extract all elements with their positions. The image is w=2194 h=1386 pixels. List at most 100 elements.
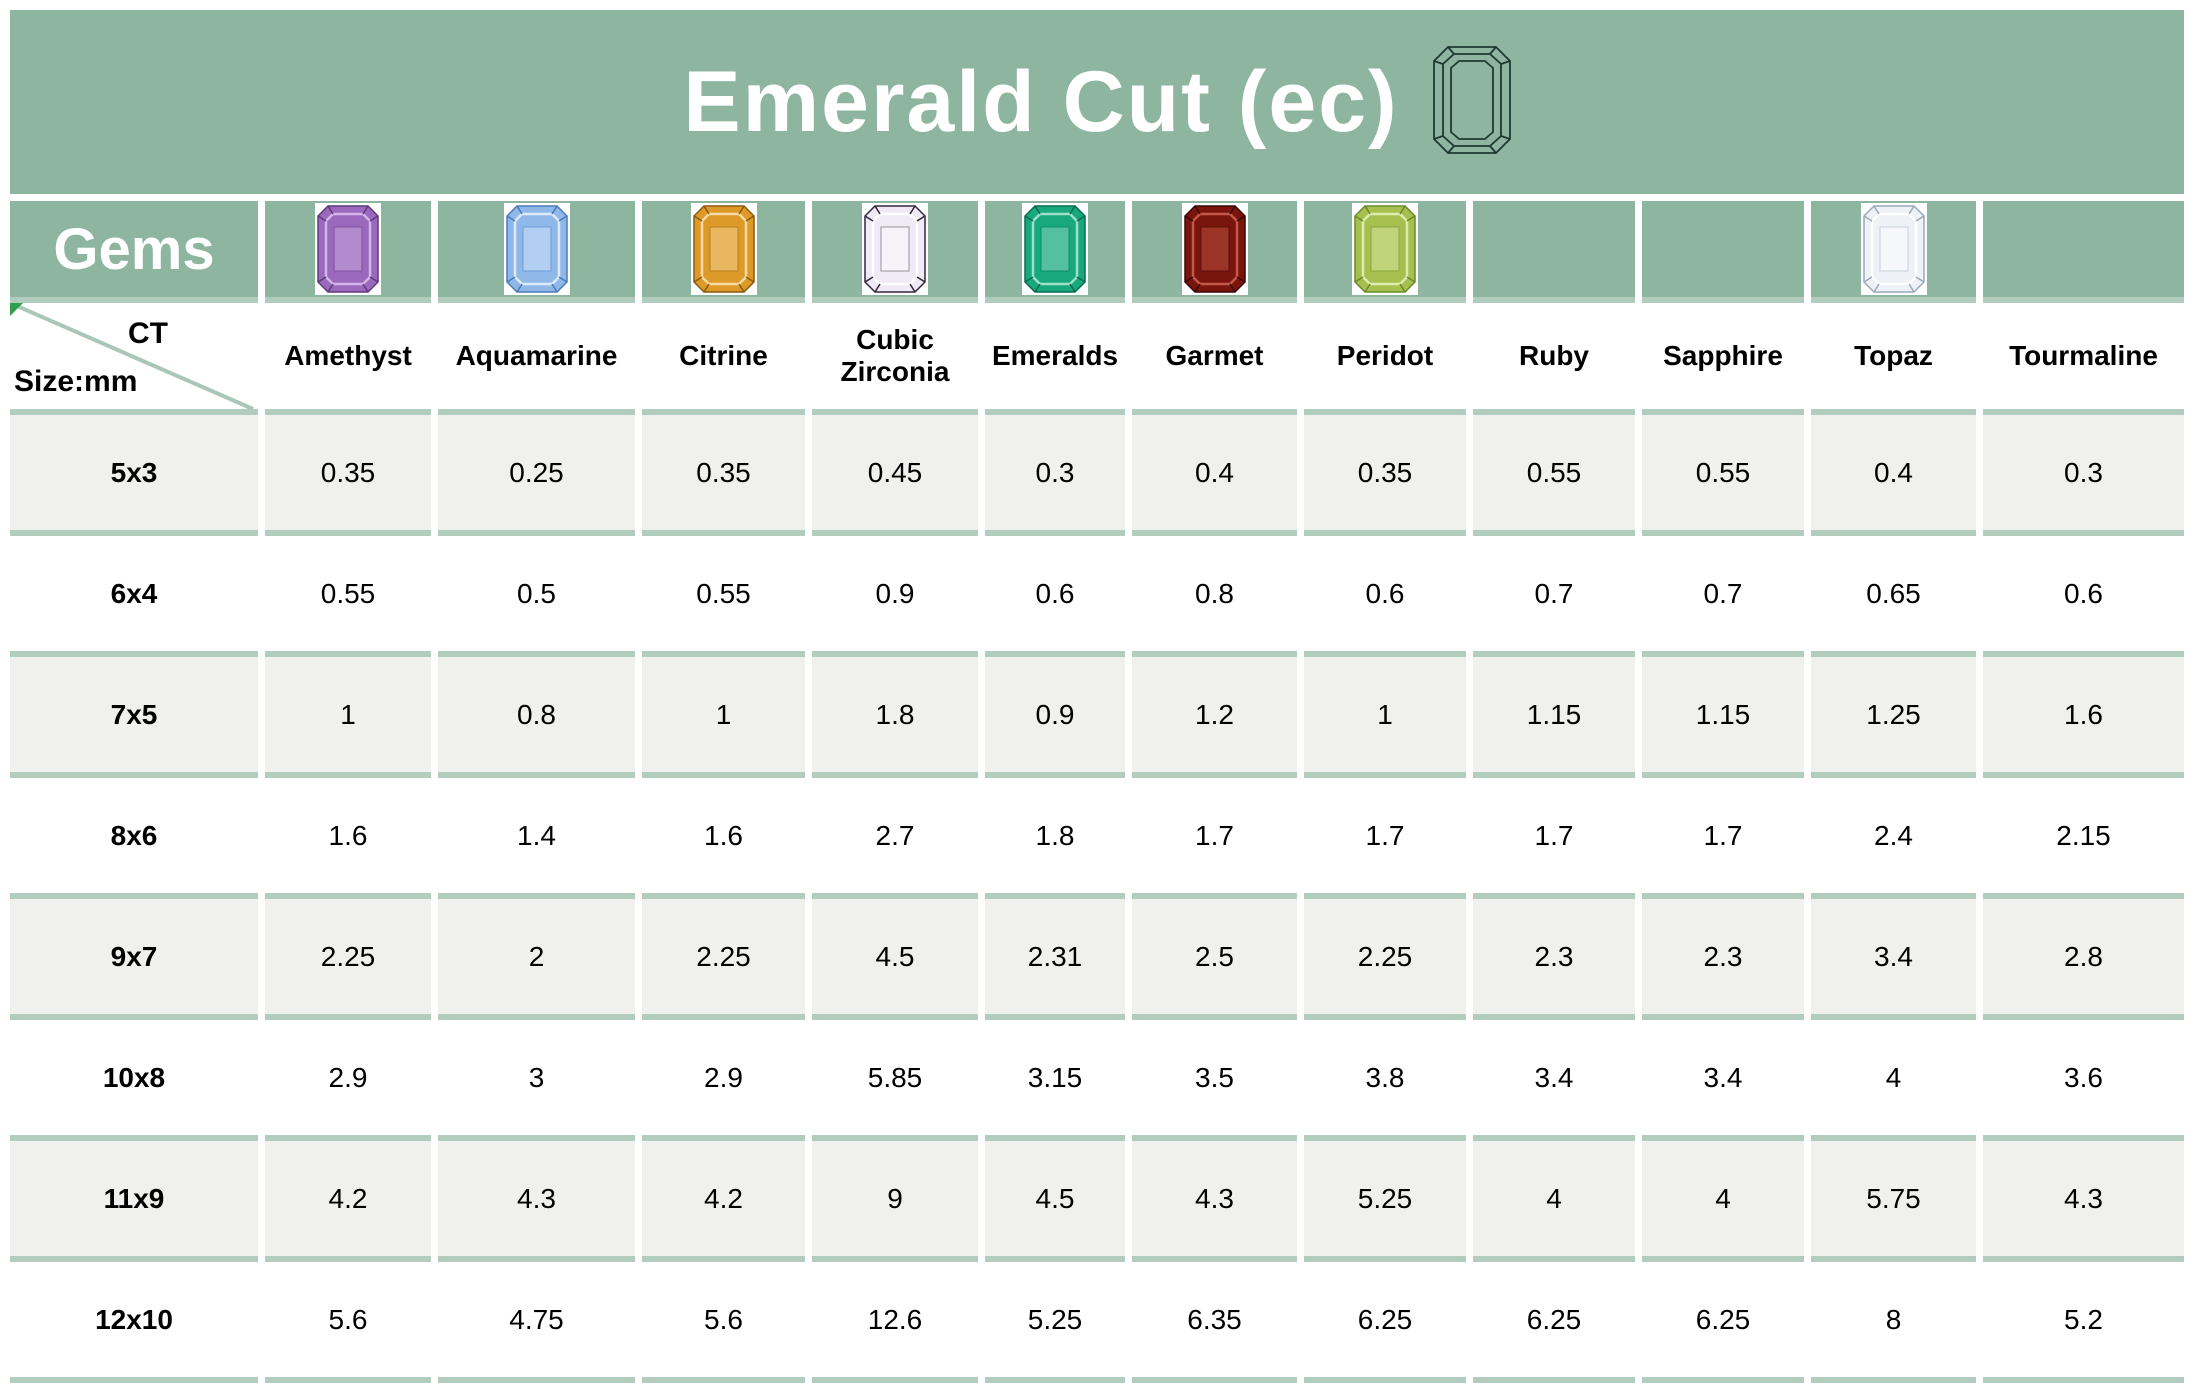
- gem-image-peridot: [1352, 203, 1418, 295]
- value-cell-8x6-amethyst: 1.6: [265, 778, 431, 899]
- value-cell-6x4-citrine: 0.55: [642, 536, 805, 657]
- table-body: 5x3 0.35 0.25 0.35 0.45 0.3 0.4 0.35 0.55 0.55 0.4…: [10, 415, 2184, 1383]
- column-header-sapphire: Sapphire: [1642, 303, 1804, 415]
- size-label-12x10: 12x10: [10, 1262, 258, 1383]
- value-cell-12x10-citrine: 5.6: [642, 1262, 805, 1383]
- gem-image-cell-ruby: [1473, 201, 1635, 303]
- gem-image-cell-sapphire: [1642, 201, 1804, 303]
- value-cell-12x10-garmet: 6.35: [1132, 1262, 1297, 1383]
- corner-label-ct: CT: [128, 317, 168, 350]
- value-cell-12x10-amethyst: 5.6: [265, 1262, 431, 1383]
- value-cell-5x3-citrine: 0.35: [642, 415, 805, 536]
- value-cell-9x7-sapphire: 2.3: [1642, 899, 1804, 1020]
- value-cell-10x8-citrine: 2.9: [642, 1020, 805, 1141]
- gem-image-cell-citrine: [642, 201, 805, 303]
- value-cell-8x6-aquamarine: 1.4: [438, 778, 635, 899]
- value-cell-9x7-garmet: 2.5: [1132, 899, 1297, 1020]
- value-cell-9x7-topaz: 3.4: [1811, 899, 1976, 1020]
- value-cell-12x10-aquamarine: 4.75: [438, 1262, 635, 1383]
- value-cell-7x5-tourmaline: 1.6: [1983, 657, 2184, 778]
- value-cell-5x3-tourmaline: 0.3: [1983, 415, 2184, 536]
- value-cell-6x4-cubic-zirconia: 0.9: [812, 536, 978, 657]
- value-cell-9x7-aquamarine: 2: [438, 899, 635, 1020]
- value-cell-7x5-aquamarine: 0.8: [438, 657, 635, 778]
- value-cell-12x10-cubic-zirconia: 12.6: [812, 1262, 978, 1383]
- value-cell-5x3-aquamarine: 0.25: [438, 415, 635, 536]
- value-cell-6x4-ruby: 0.7: [1473, 536, 1635, 657]
- value-cell-10x8-garmet: 3.5: [1132, 1020, 1297, 1141]
- value-cell-11x9-cubic-zirconia: 9: [812, 1141, 978, 1262]
- emerald-cut-outline-icon: [1432, 45, 1511, 159]
- gem-image-cell-cubic-zirconia: [812, 201, 978, 303]
- page-title: Emerald Cut (ec): [683, 53, 1399, 150]
- value-cell-10x8-topaz: 4: [1811, 1020, 1976, 1141]
- value-cell-11x9-peridot: 5.25: [1304, 1141, 1466, 1262]
- gem-image-cubic-zirconia: [862, 203, 928, 295]
- value-cell-5x3-emeralds: 0.3: [985, 415, 1125, 536]
- table-row-6x4: 6x4 0.55 0.5 0.55 0.9 0.6 0.8 0.6 0.7 0.7 0.65 0.6: [10, 536, 2184, 657]
- value-cell-8x6-peridot: 1.7: [1304, 778, 1466, 899]
- value-cell-6x4-garmet: 0.8: [1132, 536, 1297, 657]
- value-cell-8x6-cubic-zirconia: 2.7: [812, 778, 978, 899]
- column-header-peridot: Peridot: [1304, 303, 1466, 415]
- gems-row-header-cell: Gems: [10, 201, 258, 303]
- gem-image-cell-garmet: [1132, 201, 1297, 303]
- value-cell-6x4-amethyst: 0.55: [265, 536, 431, 657]
- column-header-citrine: Citrine: [642, 303, 805, 415]
- aquamarine-gem-icon: [505, 205, 568, 293]
- garmet-gem-icon: [1183, 205, 1246, 293]
- gem-image-cell-emeralds: [985, 201, 1125, 303]
- value-cell-12x10-tourmaline: 5.2: [1983, 1262, 2184, 1383]
- gem-image-cell-tourmaline: [1983, 201, 2184, 303]
- value-cell-7x5-topaz: 1.25: [1811, 657, 1976, 778]
- value-cell-6x4-tourmaline: 0.6: [1983, 536, 2184, 657]
- size-label-10x8: 10x8: [10, 1020, 258, 1141]
- gem-image-cell-aquamarine: [438, 201, 635, 303]
- table-row-9x7: 9x7 2.25 2 2.25 4.5 2.31 2.5 2.25 2.3 2.3 3.4 2.8: [10, 899, 2184, 1020]
- column-header-row: CT Size:mm Amethyst Aquamarine Citrine Cubi…: [10, 303, 2184, 415]
- value-cell-9x7-amethyst: 2.25: [265, 899, 431, 1020]
- title-bar: Emerald Cut (ec): [10, 10, 2184, 194]
- corner-header-cell: CT Size:mm: [10, 303, 258, 415]
- size-label-6x4: 6x4: [10, 536, 258, 657]
- value-cell-11x9-amethyst: 4.2: [265, 1141, 431, 1262]
- gem-image-aquamarine: [503, 203, 570, 295]
- value-cell-8x6-ruby: 1.7: [1473, 778, 1635, 899]
- column-header-tourmaline: Tourmaline: [1983, 303, 2184, 415]
- value-cell-11x9-tourmaline: 4.3: [1983, 1141, 2184, 1262]
- topaz-gem-icon: [1862, 205, 1925, 293]
- value-cell-7x5-emeralds: 0.9: [985, 657, 1125, 778]
- size-label-9x7: 9x7: [10, 899, 258, 1020]
- size-label-7x5: 7x5: [10, 657, 258, 778]
- value-cell-11x9-emeralds: 4.5: [985, 1141, 1125, 1262]
- peridot-gem-icon: [1354, 205, 1416, 293]
- value-cell-7x5-cubic-zirconia: 1.8: [812, 657, 978, 778]
- value-cell-6x4-peridot: 0.6: [1304, 536, 1466, 657]
- value-cell-10x8-ruby: 3.4: [1473, 1020, 1635, 1141]
- value-cell-7x5-ruby: 1.15: [1473, 657, 1635, 778]
- value-cell-10x8-aquamarine: 3: [438, 1020, 635, 1141]
- citrine-gem-icon: [692, 205, 755, 293]
- value-cell-8x6-emeralds: 1.8: [985, 778, 1125, 899]
- column-header-emeralds: Emeralds: [985, 303, 1125, 415]
- value-cell-12x10-ruby: 6.25: [1473, 1262, 1635, 1383]
- value-cell-5x3-sapphire: 0.55: [1642, 415, 1804, 536]
- size-label-8x6: 8x6: [10, 778, 258, 899]
- value-cell-7x5-sapphire: 1.15: [1642, 657, 1804, 778]
- value-cell-6x4-topaz: 0.65: [1811, 536, 1976, 657]
- value-cell-9x7-peridot: 2.25: [1304, 899, 1466, 1020]
- corner-label-size-mm: Size:mm: [14, 365, 138, 398]
- value-cell-5x3-cubic-zirconia: 0.45: [812, 415, 978, 536]
- column-header-garmet: Garmet: [1132, 303, 1297, 415]
- table-row-8x6: 8x6 1.6 1.4 1.6 2.7 1.8 1.7 1.7 1.7 1.7 2.4 2.15: [10, 778, 2184, 899]
- gem-image-amethyst: [315, 203, 381, 295]
- table-row-11x9: 11x9 4.2 4.3 4.2 9 4.5 4.3 5.25 4 4 5.75 4.3: [10, 1141, 2184, 1262]
- table-row-5x3: 5x3 0.35 0.25 0.35 0.45 0.3 0.4 0.35 0.55 0.55 0.4…: [10, 415, 2184, 536]
- table-row-10x8: 10x8 2.9 3 2.9 5.85 3.15 3.5 3.8 3.4 3.4 4 3.6: [10, 1020, 2184, 1141]
- gem-image-citrine: [690, 203, 757, 295]
- value-cell-5x3-garmet: 0.4: [1132, 415, 1297, 536]
- value-cell-6x4-emeralds: 0.6: [985, 536, 1125, 657]
- column-header-amethyst: Amethyst: [265, 303, 431, 415]
- value-cell-5x3-amethyst: 0.35: [265, 415, 431, 536]
- value-cell-6x4-sapphire: 0.7: [1642, 536, 1804, 657]
